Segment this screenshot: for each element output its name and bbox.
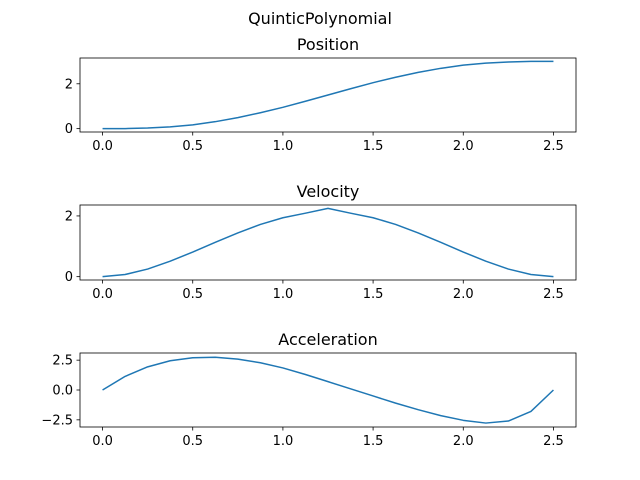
y-tick-label: 2 — [65, 77, 73, 92]
y-tick-label: 0 — [65, 122, 73, 137]
x-tick-label: 2.5 — [543, 434, 564, 449]
y-tick-label: 0 — [65, 270, 73, 285]
y-tick-label: 2 — [65, 209, 73, 224]
axes-container: Position 0.0 0.5 1.0 1.5 2.0 2.5 0 2 Velocity 0.0 0… — [41, 35, 577, 449]
x-tick-label: 0.5 — [182, 139, 203, 154]
series-line — [102, 356, 554, 424]
x-tick-label: 2.0 — [453, 434, 474, 449]
figure-title: QuinticPolynomial — [248, 9, 392, 28]
x-tick-label: 0.5 — [182, 434, 203, 449]
x-tick-label: 2.5 — [543, 287, 564, 302]
subplot-title: Acceleration — [278, 330, 377, 349]
x-tick-label: 0.0 — [92, 287, 113, 302]
y-tick-label: 0.0 — [52, 384, 73, 399]
x-tick-label: 1.5 — [363, 434, 384, 449]
y-tick-label: 2.5 — [52, 354, 73, 369]
x-tick-label: 0.0 — [92, 139, 113, 154]
x-tick-label: 1.0 — [273, 434, 294, 449]
x-tick-label: 1.0 — [273, 139, 294, 154]
x-tick-label: 0.5 — [182, 287, 203, 302]
x-tick-label: 0.0 — [92, 434, 113, 449]
axes-frame — [79, 204, 577, 281]
subplot-1: Position 0.0 0.5 1.0 1.5 2.0 2.5 0 2 — [65, 35, 577, 154]
subplot-3: Acceleration 0.0 0.5 1.0 1.5 2.0 2.5 2.5 0.0 −2.5 — [41, 330, 577, 449]
x-tick-label: 2.5 — [543, 139, 564, 154]
x-tick-label: 1.0 — [273, 287, 294, 302]
y-tick-label: −2.5 — [41, 413, 73, 428]
axes-frame — [79, 352, 577, 428]
subplot-title: Position — [297, 35, 359, 54]
subplot-title: Velocity — [297, 182, 360, 201]
subplot-2: Velocity 0.0 0.5 1.0 1.5 2.0 2.5 0 2 — [65, 182, 577, 302]
series-line — [102, 60, 554, 130]
axes-frame — [79, 57, 577, 133]
x-tick-label: 1.5 — [363, 139, 384, 154]
x-tick-label: 2.0 — [453, 139, 474, 154]
series-line — [102, 207, 554, 278]
x-tick-label: 1.5 — [363, 287, 384, 302]
x-tick-label: 2.0 — [453, 287, 474, 302]
